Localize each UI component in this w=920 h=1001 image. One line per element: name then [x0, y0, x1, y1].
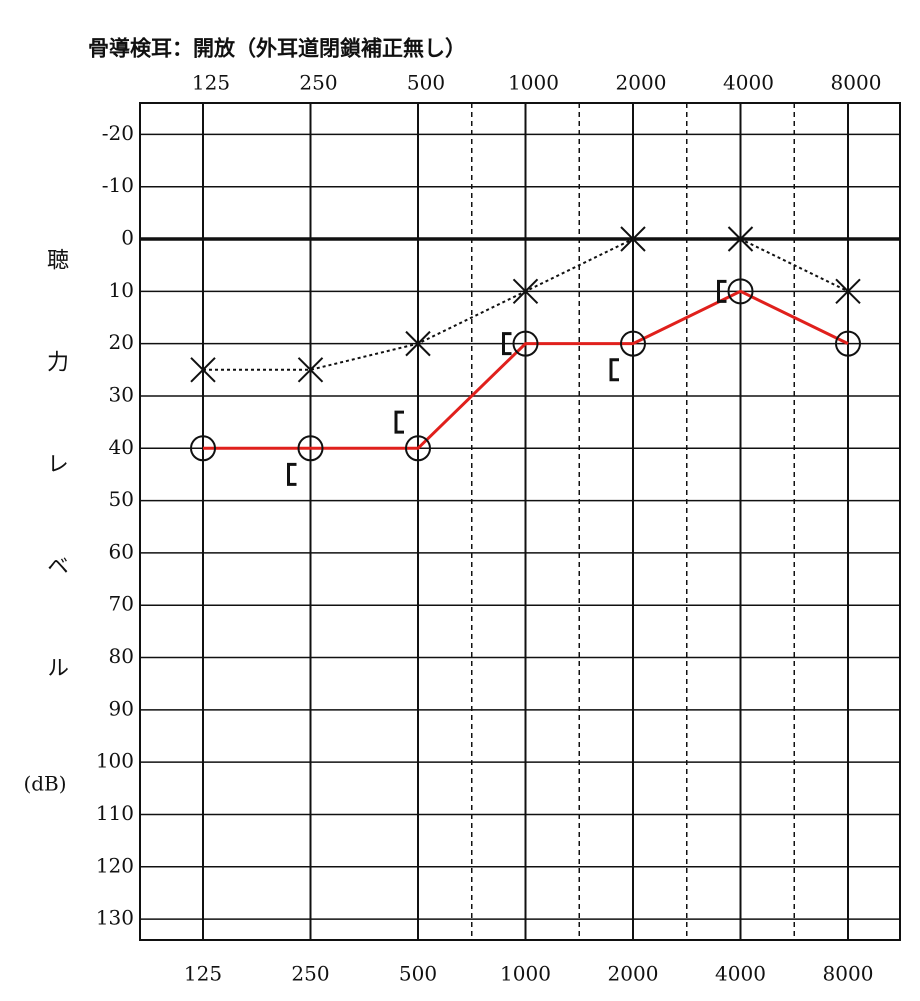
marker-circle	[835, 330, 861, 357]
y-tick-label: 100	[96, 749, 134, 773]
marker-circle	[297, 435, 324, 462]
y-tick-label: 70	[109, 592, 134, 616]
x-tick-label-bottom: 4000	[715, 962, 766, 986]
x-tick-label-bottom: 1000	[500, 962, 551, 986]
y-tick-label: 0	[121, 226, 134, 250]
y-tick-label: -10	[102, 173, 134, 197]
y-tick-label: 50	[109, 487, 134, 511]
y-tick-label: 10	[109, 278, 134, 302]
y-axis-label: 聴力レベル	[43, 248, 68, 758]
marker-cross	[727, 226, 754, 252]
x-tick-label-bottom: 2000	[608, 962, 659, 986]
marker-cross	[405, 330, 431, 357]
marker-cross	[297, 357, 324, 383]
marker-circle	[512, 330, 539, 357]
x-tick-label-top: 250	[299, 71, 337, 95]
marker-bracket	[502, 332, 512, 356]
marker-cross	[190, 357, 216, 383]
y-tick-label: 60	[109, 539, 134, 563]
y-tick-label: 110	[96, 801, 134, 825]
x-tick-label-top: 4000	[723, 71, 774, 95]
y-tick-label: 90	[109, 696, 134, 720]
plot-frame	[139, 102, 901, 941]
y-tick-label: 120	[96, 853, 134, 877]
y-tick-label: 30	[109, 382, 134, 406]
x-tick-label-top: 125	[192, 71, 230, 95]
y-tick-label: 20	[109, 330, 134, 354]
marker-bracket	[394, 410, 404, 434]
y-unit: (dB)	[23, 772, 66, 796]
x-tick-label-bottom: 250	[291, 962, 329, 986]
chart-title: 骨導検耳：開放（外耳道閉鎖補正無し）	[88, 36, 466, 61]
series-line	[203, 289, 849, 450]
x-tick-label-bottom: 8000	[823, 962, 874, 986]
marker-circle	[405, 435, 431, 462]
y-tick-label: 40	[109, 435, 134, 459]
x-tick-label-top: 2000	[616, 71, 667, 95]
marker-bracket	[717, 279, 727, 303]
marker-cross	[512, 278, 539, 305]
marker-cross	[620, 226, 646, 252]
marker-circle	[727, 278, 754, 305]
marker-bracket	[287, 462, 297, 486]
marker-bracket	[609, 358, 619, 382]
marker-circle	[190, 435, 216, 462]
y-tick-label: -20	[102, 121, 134, 145]
marker-cross	[835, 278, 861, 305]
x-tick-label-top: 500	[407, 71, 445, 95]
y-tick-label: 130	[96, 906, 134, 930]
x-tick-label-bottom: 500	[399, 962, 437, 986]
marker-circle	[620, 330, 646, 357]
x-tick-label-top: 1000	[508, 71, 559, 95]
y-tick-label: 80	[109, 644, 134, 668]
x-tick-label-bottom: 125	[184, 962, 222, 986]
x-tick-label-top: 8000	[831, 71, 882, 95]
